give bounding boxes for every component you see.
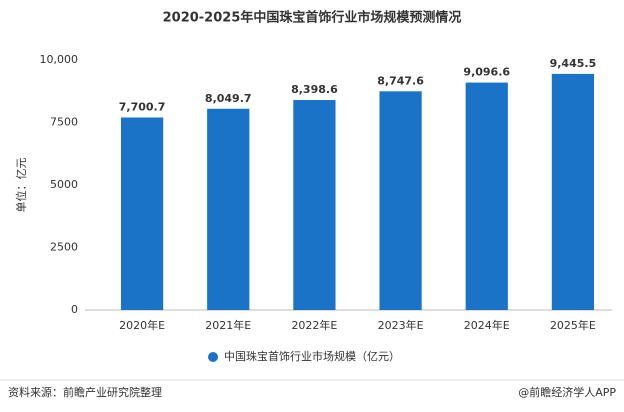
credit: @前瞻经济学人APP <box>518 385 616 399</box>
legend-marker <box>208 352 218 362</box>
value-label: 8,747.6 <box>377 74 424 87</box>
bar <box>465 82 508 311</box>
x-tick-label: 2023年E <box>378 318 424 332</box>
bar <box>207 108 250 310</box>
y-tick-label: 0 <box>71 303 78 316</box>
source: 资料来源：前瞻产业研究院整理 <box>8 385 162 399</box>
value-label: 9,445.5 <box>550 57 597 70</box>
legend-label: 中国珠宝首饰行业市场规模（亿元） <box>224 349 400 363</box>
y-axis-label: 单位：亿元 <box>14 158 28 213</box>
x-tick-label: 2020年E <box>119 318 165 332</box>
y-tick-label: 7500 <box>50 116 78 129</box>
x-tick-label: 2025年E <box>550 318 596 332</box>
bar <box>379 91 422 310</box>
x-tick-label: 2022年E <box>291 318 337 332</box>
value-label: 7,700.7 <box>119 100 166 113</box>
value-label: 8,049.7 <box>205 92 252 105</box>
value-label: 8,398.6 <box>291 83 338 96</box>
chart-title: 2020-2025年中国珠宝首饰行业市场规模预测情况 <box>163 10 462 26</box>
bar <box>293 100 336 310</box>
x-tick-label: 2024年E <box>464 318 510 332</box>
value-label: 9,096.6 <box>463 66 510 79</box>
y-tick-label: 10,000 <box>40 53 79 66</box>
bar <box>551 73 595 310</box>
x-tick-label: 2021年E <box>205 318 251 332</box>
y-tick-label: 2500 <box>50 241 78 254</box>
y-tick-label: 5000 <box>50 178 78 191</box>
bar <box>120 117 164 310</box>
